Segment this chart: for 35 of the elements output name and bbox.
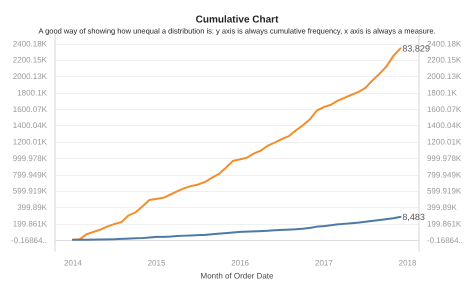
y2-tick-label: 399.89K: [426, 203, 458, 212]
y2-tick-label: 1200.01K: [426, 138, 462, 147]
x-tick-label: 2018: [398, 258, 417, 268]
y2-tick-label: 199.861K: [426, 219, 462, 228]
chart-title: Cumulative Chart: [196, 14, 280, 26]
y2-tick-label: 1600.07K: [426, 104, 462, 114]
y-tick-label: 2400.18K: [12, 39, 48, 48]
line-series: [72, 216, 402, 241]
y2-tick-label: -0.16864..: [426, 236, 464, 245]
y-tick-label: 1600.07K: [12, 104, 48, 114]
y2-tick-label: 2000.13K: [426, 72, 462, 82]
y-tick-label: 199.861K: [12, 219, 48, 228]
y2-tick-label: 1400.04K: [426, 121, 462, 130]
y-tick-label: 2200.15K: [12, 56, 48, 65]
y-tick-label: 1800.1K: [17, 88, 48, 98]
x-tick-label: 2015: [148, 258, 166, 268]
x-tick-label: 2016: [231, 258, 250, 268]
y-tick-label: 999.978K: [12, 154, 48, 163]
y-tick-label: 1400.04K: [12, 121, 48, 130]
x-tick-label: 2014: [64, 258, 82, 268]
y2-tick-label: 599.919K: [426, 186, 462, 196]
y-tick-label: 399.89K: [17, 203, 48, 212]
y-tick-label: 1200.01K: [12, 138, 48, 147]
y-tick-label: 799.949K: [12, 170, 48, 180]
y-tick-label: -0.16864..: [10, 236, 48, 245]
annotation: 8,483: [402, 212, 425, 222]
line-series: [72, 47, 402, 241]
y2-tick-label: 1800.1K: [426, 88, 458, 98]
x-tick-label: 2017: [315, 258, 334, 268]
y2-tick-label: 2200.15K: [426, 56, 462, 65]
y-tick-label: 599.919K: [12, 186, 48, 196]
y-tick-label: 2000.13K: [12, 72, 48, 82]
x-axis-title: Month of Order Date: [200, 271, 274, 280]
y2-tick-label: 799.949K: [426, 170, 462, 180]
y2-tick-label: 999.978K: [426, 154, 462, 163]
